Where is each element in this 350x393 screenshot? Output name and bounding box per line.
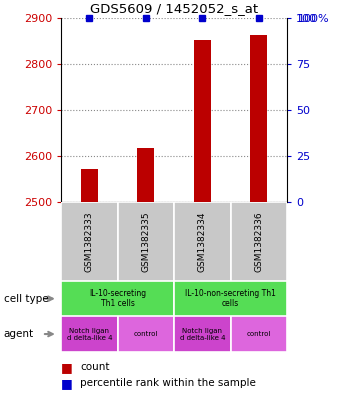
Bar [231,202,287,281]
Title: GDS5609 / 1452052_s_at: GDS5609 / 1452052_s_at [90,2,258,15]
Bar [231,316,287,352]
Text: ■: ■ [61,361,73,374]
Bar [250,35,267,202]
Text: GSM1382333: GSM1382333 [85,211,94,272]
Text: control: control [134,331,158,337]
Bar [174,316,231,352]
Text: count: count [80,362,110,373]
Bar [61,202,118,281]
Text: Notch ligan
d delta-like 4: Notch ligan d delta-like 4 [180,327,225,341]
Text: Notch ligan
d delta-like 4: Notch ligan d delta-like 4 [67,327,112,341]
Bar [174,202,231,281]
Text: IL-10-secreting
Th1 cells: IL-10-secreting Th1 cells [89,289,146,309]
Text: cell type: cell type [4,294,48,304]
Bar [118,202,174,281]
Bar [61,316,118,352]
Text: IL-10-non-secreting Th1
cells: IL-10-non-secreting Th1 cells [185,289,276,309]
Text: percentile rank within the sample: percentile rank within the sample [80,378,256,388]
Text: agent: agent [4,329,34,339]
Text: GSM1382334: GSM1382334 [198,211,207,272]
Bar [138,149,154,202]
Text: GSM1382336: GSM1382336 [254,211,263,272]
Text: GSM1382335: GSM1382335 [141,211,150,272]
Bar [194,40,211,202]
Text: control: control [247,331,271,337]
Bar [174,281,287,316]
Text: ■: ■ [61,376,73,390]
Bar [118,316,174,352]
Bar [61,281,174,316]
Bar [81,169,98,202]
Y-axis label: 100%: 100% [298,14,330,24]
